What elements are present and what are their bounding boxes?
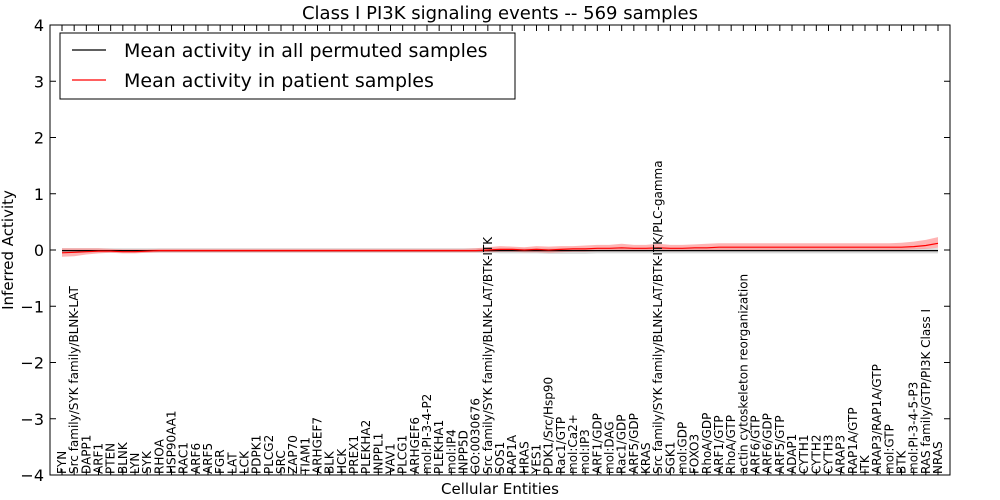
confidence-band-patient <box>62 237 938 257</box>
x-tick-label: SRC <box>274 450 288 474</box>
x-tick-label: RAP1A/GTP <box>846 407 860 474</box>
x-tick-label: FYN <box>55 451 69 474</box>
x-tick-label: ARF5 <box>201 443 215 474</box>
x-tick-label: TIAM1 <box>298 437 312 475</box>
x-tick-label: RAC1 <box>177 442 191 474</box>
x-tick-label: RAS family/GTP/PI3K Class I <box>919 309 933 474</box>
x-tick-label: SOS1 <box>493 442 507 474</box>
x-tick-label: PLEKHA2 <box>359 420 373 474</box>
x-tick-label: ARF5/GTP <box>773 415 787 474</box>
x-tick-label: DAPP1 <box>79 435 93 474</box>
x-tick-label: Src family/SYK family/BLNK-LAT <box>67 285 81 474</box>
legend-label-patient: Mean activity in patient samples <box>124 70 434 92</box>
x-tick-label: RhoA/GDP <box>700 413 714 474</box>
x-tick-label: mol:PI-3-4-5-P3 <box>907 382 921 474</box>
x-tick-label: PDPK1 <box>250 435 264 474</box>
legend: Mean activity in all permuted samples Me… <box>59 32 516 100</box>
series-line-patient <box>61 242 939 254</box>
x-tick-label: ARHGEF6 <box>408 417 422 474</box>
series-lines <box>61 242 939 254</box>
chart-title: Class I PI3K signaling events -- 569 sam… <box>302 3 698 24</box>
x-tick-label: PTEN <box>104 443 118 474</box>
x-tick-label: mol:PI-3-4-P2 <box>420 394 434 474</box>
x-tick-label: CYTH2 <box>809 435 823 475</box>
x-tick-label: LAT <box>225 452 239 474</box>
x-tick-label: ADAP1 <box>785 434 799 474</box>
legend-box <box>59 32 516 100</box>
x-tick-label: HCK <box>335 448 349 474</box>
y-tick-label: 2 <box>34 129 44 148</box>
y-tick-label: −1 <box>20 297 44 316</box>
x-tick-label: mol:Ca2+ <box>566 414 580 474</box>
x-tick-label: CYTH3 <box>822 435 836 475</box>
x-tick-label: ARAP3/RAP1A/GTP <box>870 364 884 474</box>
x-tick-label: RHOA <box>152 438 166 474</box>
x-tick-label: PLEKHA1 <box>432 420 446 474</box>
y-tick-label: 4 <box>34 16 44 35</box>
x-tick-label: ITK <box>858 454 872 474</box>
x-tick-label: SGK1 <box>663 442 677 474</box>
y-axis: 4 3 2 1 0 −1 −2 −3 −4 <box>20 16 950 485</box>
x-tick-label: ARAP3 <box>834 435 848 474</box>
x-tick-label: mol:IP3 <box>578 429 592 474</box>
x-tick-label: INPPL1 <box>371 433 385 474</box>
x-tick-label: LYN <box>128 453 142 474</box>
x-tick-label: Src family/SYK family/BLNK-LAT/BTK-ITK <box>481 236 495 474</box>
x-tick-label: YES1 <box>530 444 544 475</box>
x-tick-label: CYTH1 <box>797 435 811 475</box>
y-tick-label: −2 <box>20 354 44 373</box>
x-tick-label: ARHGEF7 <box>311 417 325 474</box>
x-tick-label: ARF6/GTP <box>749 415 763 474</box>
x-tick-label: LCK <box>238 450 252 474</box>
legend-label-permuted: Mean activity in all permuted samples <box>124 40 487 62</box>
x-tick-label: NRAS <box>931 441 945 474</box>
x-tick-label: mol:GTP <box>882 424 896 474</box>
x-tick-label: FGR <box>213 449 227 474</box>
x-tick-label: ARF1 <box>92 443 106 474</box>
x-tick-label: mol:GDP <box>676 422 690 474</box>
x-tick-label: ARF1/GTP <box>712 415 726 474</box>
x-tick-label: mol:IP4 <box>444 429 458 474</box>
x-tick-label: RAP1A <box>505 434 519 474</box>
x-tick-label: KRAS <box>639 442 653 474</box>
x-tick-label: GO:0030676 <box>469 398 483 474</box>
x-tick-label: SYK <box>140 450 154 474</box>
x-tick-label: mol:DAG <box>603 421 617 474</box>
x-tick-label: BLK <box>323 450 337 474</box>
x-tick-label: INPP5D <box>457 430 471 474</box>
x-tick-label: HRAS <box>517 441 531 474</box>
x-tick-label: PDK1/Src/Hsp90 <box>542 377 556 474</box>
x-tick-label: PLCG2 <box>262 435 276 474</box>
x-tick-label: FOXO3 <box>688 434 702 474</box>
x-tick-label: HSP90AA1 <box>165 410 179 474</box>
x-tick-label: ARF6 <box>189 443 203 474</box>
y-tick-label: −4 <box>20 466 44 485</box>
y-axis-label: Inferred Activity <box>0 190 17 310</box>
x-tick-label: actin cytoskeleton reorganization <box>736 274 750 474</box>
x-tick-label: Rac1/GTP <box>554 417 568 474</box>
y-tick-label: −3 <box>20 410 44 429</box>
y-tick-label: 3 <box>34 72 44 91</box>
x-tick-label: BTK <box>895 449 909 474</box>
x-tick-label: BLNK <box>116 441 130 474</box>
x-tick-label: ARF6/GDP <box>761 413 775 474</box>
x-tick-label: VAV1 <box>384 443 398 474</box>
x-tick-label: ARF5/GDP <box>627 413 641 474</box>
x-tick-label: ZAP70 <box>286 435 300 474</box>
x-tick-label: Src family/SYK family/BLNK-LAT/BTK-ITK/P… <box>651 160 665 474</box>
x-tick-label: RhoA/GTP <box>724 415 738 474</box>
x-tick-label: Rac1/GDP <box>615 415 629 474</box>
x-tick-label: PREX1 <box>347 435 361 474</box>
x-tick-label: ARF1/GDP <box>590 413 604 474</box>
x-tick-label: PLCG1 <box>396 435 410 474</box>
y-tick-label: 0 <box>34 241 44 260</box>
x-axis-label: Cellular Entities <box>441 480 559 498</box>
y-tick-label: 1 <box>34 185 44 204</box>
